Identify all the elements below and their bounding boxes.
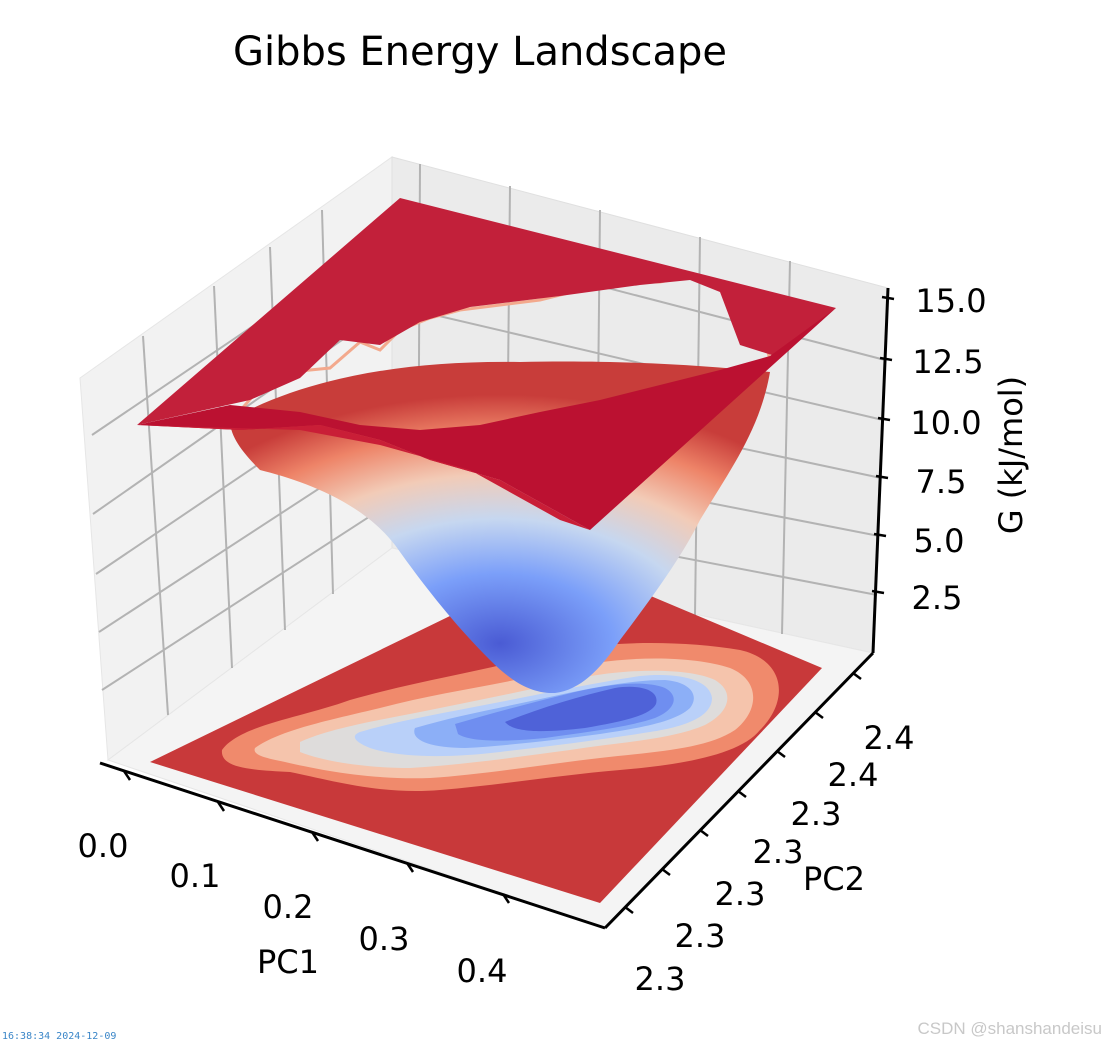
z-tick-label: 2.5: [912, 579, 963, 617]
x-axis-label: PC1: [257, 943, 319, 981]
z-axis-label: G (kJ/mol): [992, 376, 1030, 534]
energy-surface: [137, 198, 836, 694]
y-axis-label: PC2: [803, 860, 865, 898]
y-tick-label: 2.3: [675, 917, 726, 955]
chart-title: Gibbs Energy Landscape: [233, 29, 727, 75]
contour-level-7: [505, 686, 657, 732]
y-tick-label: 2.4: [828, 756, 879, 794]
y-tick-label: 2.4: [864, 719, 915, 757]
watermark-text: CSDN @shanshandeisu: [917, 1019, 1102, 1038]
surface-plateau-back: [137, 198, 836, 425]
timestamp-text: 16:38:34 2024-12-09: [2, 1031, 117, 1042]
x-axis-line: [99, 761, 606, 930]
y-tick-label: 2.3: [635, 960, 686, 998]
z-tick-labels: 2.5 5.0 7.5 10.0 12.5 15.0: [910, 282, 986, 617]
x-tick-label: 0.0: [78, 827, 129, 865]
surface-plateau-front: [137, 308, 836, 530]
z-tick-label: 15.0: [915, 282, 986, 320]
z-tick-label: 7.5: [916, 463, 967, 501]
x-tick-label: 0.2: [263, 888, 314, 926]
z-tick-label: 5.0: [914, 522, 965, 560]
x-tick-labels: 0.0 0.1 0.2 0.3 0.4: [78, 827, 508, 990]
x-tick-label: 0.1: [170, 857, 221, 895]
floor-contour: [150, 560, 822, 903]
y-tick-labels: 2.3 2.3 2.3 2.3 2.3 2.4 2.4: [635, 719, 915, 998]
tick-marks: [122, 295, 895, 914]
x-tick-label: 0.4: [457, 952, 508, 990]
z-tick-label: 10.0: [910, 404, 981, 442]
y-tick-label: 2.3: [791, 795, 842, 833]
z-tick-label: 12.5: [912, 343, 983, 381]
y-tick-label: 2.3: [715, 875, 766, 913]
y-tick-label: 2.3: [753, 833, 804, 871]
x-tick-label: 0.3: [359, 920, 410, 958]
